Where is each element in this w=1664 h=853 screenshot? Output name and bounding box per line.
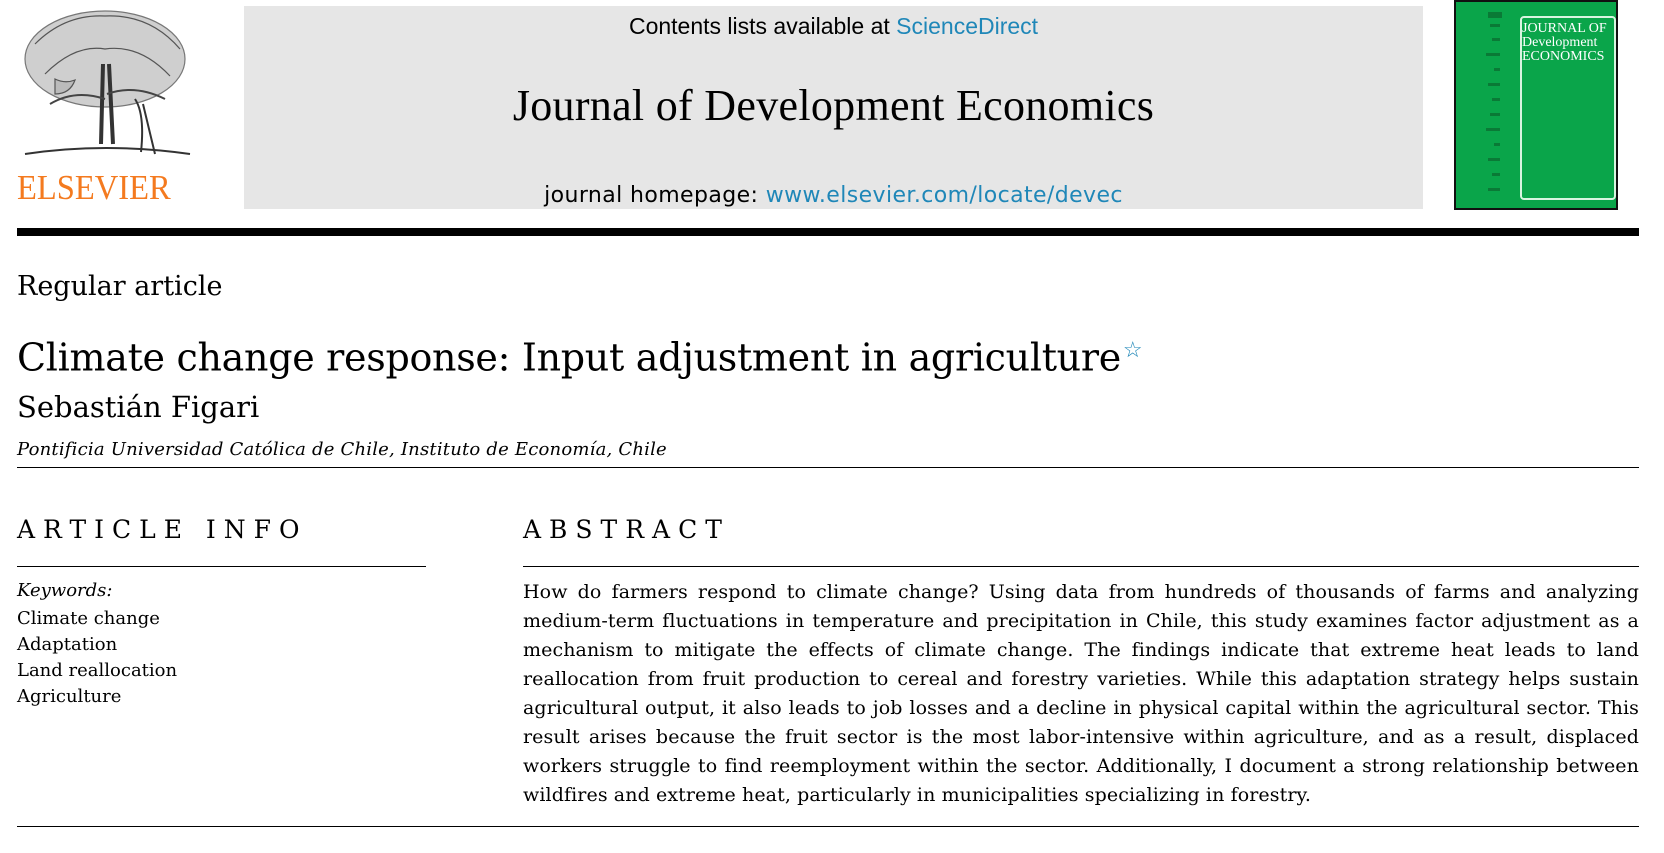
keywords-list: Climate change Adaptation Land reallocat… <box>17 606 177 710</box>
abstract-heading: ABSTRACT <box>523 515 730 544</box>
sciencedirect-link[interactable]: ScienceDirect <box>896 13 1039 39</box>
cover-frame <box>1520 16 1616 200</box>
author-affiliation: Pontificia Universidad Católica de Chile… <box>17 439 667 460</box>
cover-line-1: JOURNAL OF <box>1522 21 1607 36</box>
frontmatter-divider <box>17 467 1639 468</box>
contents-prefix: Contents lists available at <box>628 13 897 39</box>
abstract-text: How do farmers respond to climate change… <box>523 581 1639 806</box>
title-footnote-star-icon[interactable]: ☆ <box>1122 338 1143 363</box>
cover-title: JOURNAL OF Development ECONOMICS <box>1522 22 1618 64</box>
homepage-prefix: journal homepage: <box>544 183 766 208</box>
keywords-label: Keywords: <box>17 580 113 601</box>
keyword-item: Climate change <box>17 608 160 629</box>
elsevier-logo[interactable]: ELSEVIER <box>15 4 195 206</box>
cover-line-3: ECONOMICS <box>1522 49 1605 64</box>
abstract-bottom-rule <box>17 826 1639 827</box>
keyword-item: Land reallocation <box>17 660 178 681</box>
cover-line-2: Development <box>1522 35 1598 50</box>
article-type: Regular article <box>17 271 223 302</box>
article-title: Climate change response: Input adjustmen… <box>17 335 1121 380</box>
elsevier-wordmark: ELSEVIER <box>17 168 171 207</box>
homepage-line: journal homepage: www.elsevier.com/locat… <box>244 181 1423 211</box>
tree-icon <box>24 10 191 155</box>
article-info-heading: ARTICLE INFO <box>17 515 308 544</box>
homepage-link[interactable]: www.elsevier.com/locate/devec <box>765 183 1123 208</box>
cover-decoration <box>1486 12 1502 191</box>
header-rule <box>17 228 1639 236</box>
keyword-item: Agriculture <box>17 686 122 707</box>
abstract-rule <box>523 566 1639 567</box>
journal-cover[interactable]: JOURNAL OF Development ECONOMICS <box>1454 0 1618 210</box>
keyword-item: Adaptation <box>17 634 118 655</box>
journal-title: Journal of Development Economics <box>512 81 1155 130</box>
contents-line: Contents lists available at ScienceDirec… <box>244 11 1423 41</box>
journal-banner: Contents lists available at ScienceDirec… <box>244 6 1423 209</box>
article-title-line: Climate change response: Input adjustmen… <box>17 328 1143 381</box>
article-info-rule <box>17 566 426 567</box>
author-name[interactable]: Sebastián Figari <box>17 390 260 424</box>
